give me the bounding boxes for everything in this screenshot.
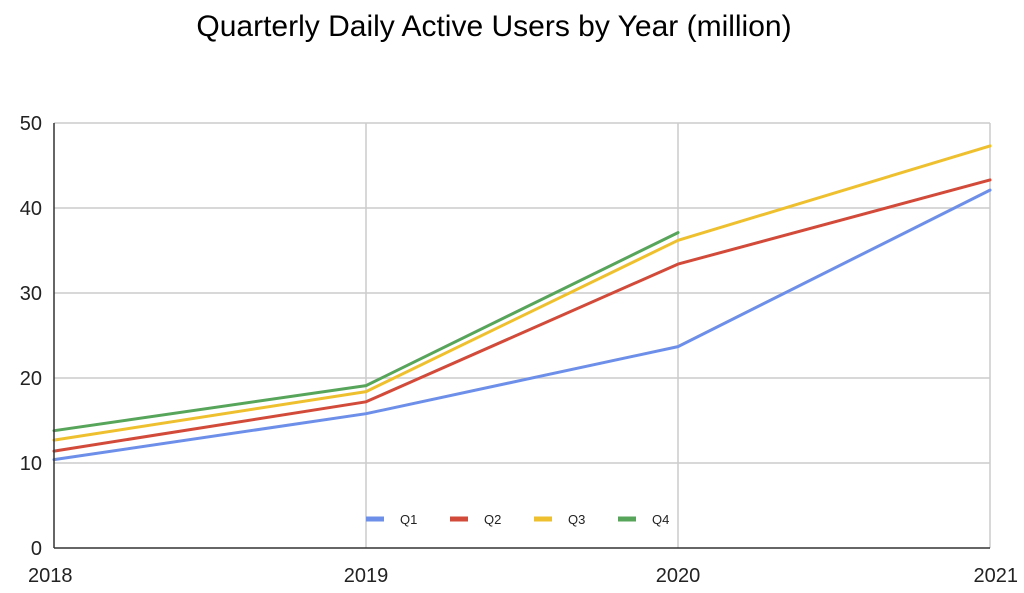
series-line-q3	[52, 144, 992, 442]
y-tick-label: 0	[31, 538, 42, 560]
chart-title: Quarterly Daily Active Users by Year (mi…	[196, 10, 791, 43]
legend-label-q1: Q1	[400, 512, 417, 527]
y-tick-label: 40	[20, 198, 42, 220]
x-tick-label: 2020	[656, 565, 701, 587]
y-tick-label: 50	[20, 113, 42, 135]
y-tick-label: 30	[20, 283, 42, 305]
legend-label-q2: Q2	[484, 512, 501, 527]
y-tick-label: 20	[20, 368, 42, 390]
x-tick-label: 2019	[344, 565, 389, 587]
x-tick-label: 2021	[974, 565, 1019, 587]
y-tick-label: 10	[20, 453, 42, 475]
grid	[54, 122, 991, 548]
axes: 0 10 20 30 40 50 2018 2019 2020 2021	[20, 113, 1018, 587]
series-line-q4	[52, 231, 680, 433]
legend: Q1 Q2 Q3 Q4	[366, 512, 669, 527]
series-lines	[52, 144, 992, 462]
x-tick-label: 2018	[28, 565, 73, 587]
legend-label-q4: Q4	[652, 512, 669, 527]
series-line-q1	[52, 188, 992, 462]
series-line-q2	[52, 178, 992, 453]
legend-label-q3: Q3	[568, 512, 585, 527]
